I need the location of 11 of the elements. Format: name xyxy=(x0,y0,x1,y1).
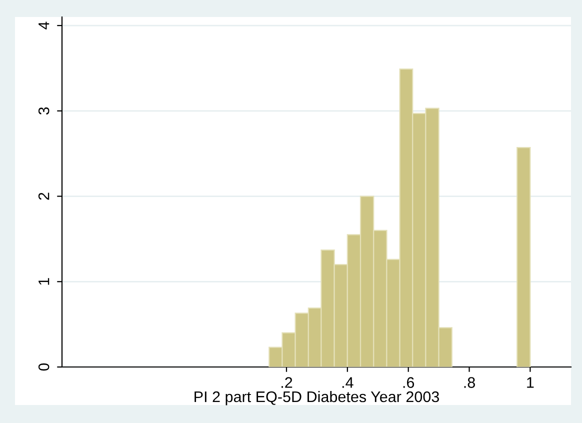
y-tick-label: 0 xyxy=(38,363,50,371)
y-tick-label: 1 xyxy=(38,278,50,285)
y-tick-label: 4 xyxy=(38,22,50,30)
x-axis-title: PI 2 part EQ-5D Diabetes Year 2003 xyxy=(194,390,439,406)
x-tick-label: 1 xyxy=(527,377,534,388)
y-tick-label: 2 xyxy=(38,192,50,200)
x-tick-label: .8 xyxy=(464,377,475,388)
y-tick-label: 3 xyxy=(38,107,50,115)
x-tick-label: .2 xyxy=(282,377,292,388)
x-tick-label: .6 xyxy=(403,377,414,388)
x-tick-label: .4 xyxy=(342,377,354,388)
